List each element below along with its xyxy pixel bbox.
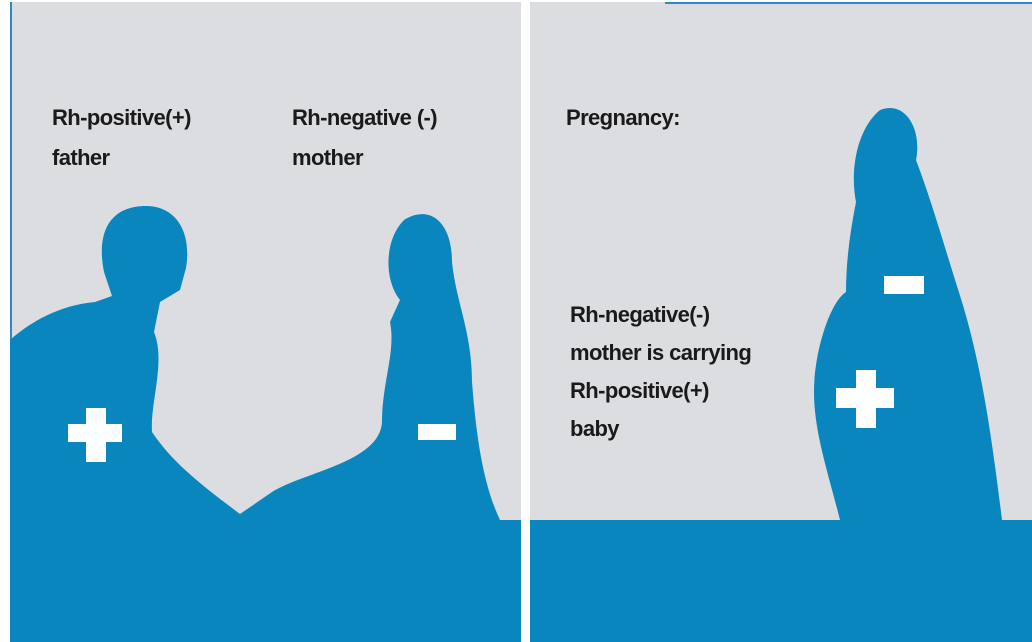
- label-line: father: [52, 145, 111, 170]
- label-line: Rh-negative(-): [570, 302, 710, 327]
- label-line: mother is carrying: [570, 340, 751, 365]
- right-panel: Pregnancy: Rh-negative(-) mother is carr…: [530, 2, 1032, 642]
- illustration: Rh-positive(+) father Rh-negative (-) mo…: [0, 0, 1032, 642]
- label-line: Pregnancy:: [566, 105, 680, 130]
- ground: [10, 520, 521, 642]
- ground: [530, 520, 1032, 642]
- label-line: Rh-negative (-): [292, 105, 437, 130]
- label-line: Rh-positive(+): [570, 378, 709, 403]
- label-line: Rh-positive(+): [52, 105, 191, 130]
- left-panel: Rh-positive(+) father Rh-negative (-) mo…: [10, 2, 521, 642]
- minus-sign: [418, 424, 456, 440]
- label-line: mother: [292, 145, 364, 170]
- minus-sign: [884, 276, 924, 294]
- label-line: baby: [570, 416, 620, 441]
